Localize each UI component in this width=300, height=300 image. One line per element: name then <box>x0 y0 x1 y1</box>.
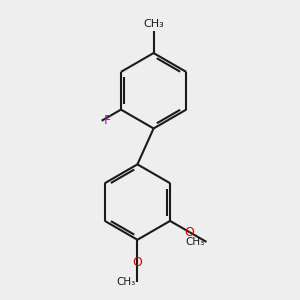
Text: F: F <box>103 114 111 127</box>
Text: CH₃: CH₃ <box>143 19 164 29</box>
Text: CH₃: CH₃ <box>116 277 136 287</box>
Text: O: O <box>184 226 194 238</box>
Text: CH₃: CH₃ <box>185 237 205 247</box>
Text: O: O <box>133 256 142 268</box>
